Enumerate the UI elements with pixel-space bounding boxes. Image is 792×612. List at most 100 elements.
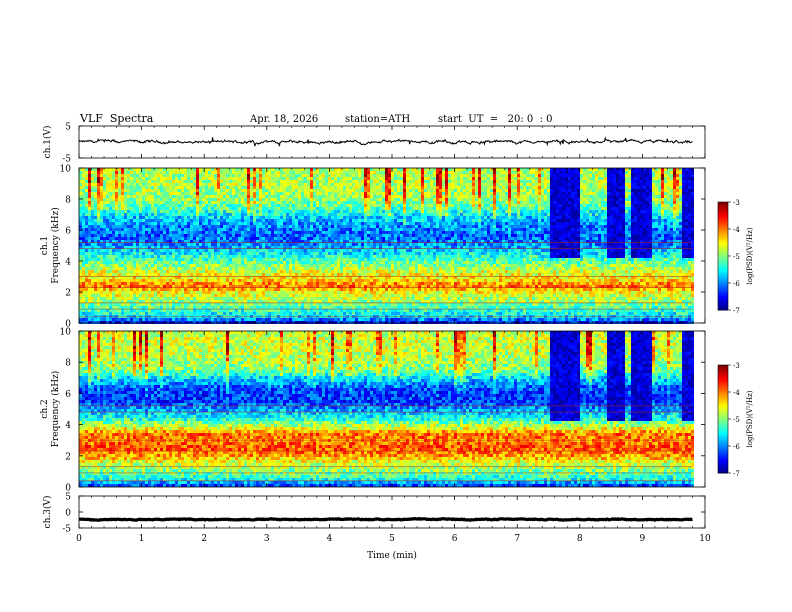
psd-cell bbox=[169, 297, 172, 300]
psd-cell bbox=[346, 240, 349, 243]
psd-cell bbox=[307, 219, 310, 222]
psd-cell bbox=[358, 264, 361, 267]
psd-cell bbox=[136, 183, 139, 186]
psd-cell bbox=[187, 186, 190, 189]
psd-cell bbox=[115, 231, 118, 234]
psd-cell bbox=[355, 246, 358, 249]
psd-cell bbox=[286, 198, 289, 201]
psd-cell bbox=[328, 237, 331, 240]
psd-cell bbox=[343, 279, 346, 282]
psd-cell bbox=[349, 168, 352, 171]
psd-cell bbox=[268, 192, 271, 195]
psd-cell bbox=[241, 297, 244, 300]
psd-cell bbox=[190, 291, 193, 294]
psd-cell bbox=[103, 273, 106, 276]
psd-cell bbox=[352, 195, 355, 198]
psd-cell bbox=[352, 207, 355, 210]
psd-cell bbox=[208, 201, 211, 204]
psd-cell bbox=[235, 297, 238, 300]
psd-cell bbox=[313, 264, 316, 267]
psd-cell bbox=[196, 183, 199, 186]
psd-cell bbox=[163, 258, 166, 261]
psd-cell bbox=[199, 264, 202, 267]
psd-cell bbox=[85, 252, 88, 255]
psd-cell bbox=[256, 189, 259, 192]
psd-cell bbox=[151, 168, 154, 171]
psd-cell bbox=[292, 222, 295, 225]
psd-cell bbox=[292, 219, 295, 222]
psd-cell bbox=[229, 285, 232, 288]
psd-cell bbox=[295, 174, 298, 177]
psd-cell bbox=[157, 204, 160, 207]
psd-cell bbox=[229, 213, 232, 216]
psd-cell bbox=[220, 240, 223, 243]
psd-cell bbox=[250, 243, 253, 246]
psd-cell bbox=[304, 243, 307, 246]
psd-cell bbox=[331, 294, 334, 297]
psd-cell bbox=[115, 183, 118, 186]
psd-cell bbox=[211, 225, 214, 228]
psd-cell bbox=[124, 222, 127, 225]
psd-cell bbox=[133, 264, 136, 267]
psd-cell bbox=[325, 228, 328, 231]
psd-cell bbox=[349, 267, 352, 270]
psd-cell bbox=[136, 279, 139, 282]
psd-cell bbox=[247, 249, 250, 252]
psd-cell bbox=[178, 177, 181, 180]
psd-cell bbox=[169, 255, 172, 258]
psd-cell bbox=[187, 255, 190, 258]
psd-cell bbox=[310, 273, 313, 276]
psd-cell bbox=[190, 198, 193, 201]
psd-cell bbox=[154, 225, 157, 228]
psd-cell bbox=[109, 300, 112, 303]
psd-cell bbox=[331, 255, 334, 258]
psd-cell bbox=[169, 228, 172, 231]
psd-cell bbox=[154, 219, 157, 222]
psd-cell bbox=[358, 198, 361, 201]
psd-cell bbox=[97, 276, 100, 279]
psd-cell bbox=[253, 240, 256, 243]
psd-cell bbox=[97, 249, 100, 252]
psd-cell bbox=[211, 237, 214, 240]
psd-cell bbox=[298, 207, 301, 210]
psd-cell bbox=[79, 171, 82, 174]
psd-cell bbox=[337, 279, 340, 282]
psd-cell bbox=[289, 303, 292, 306]
psd-cell bbox=[196, 264, 199, 267]
psd-cell bbox=[268, 288, 271, 291]
psd-cell bbox=[262, 225, 265, 228]
psd-cell bbox=[343, 309, 346, 312]
psd-cell bbox=[130, 201, 133, 204]
psd-cell bbox=[121, 231, 124, 234]
psd-cell bbox=[97, 312, 100, 315]
psd-cell bbox=[223, 228, 226, 231]
psd-cell bbox=[175, 198, 178, 201]
psd-cell bbox=[244, 303, 247, 306]
psd-cell bbox=[307, 240, 310, 243]
psd-cell bbox=[310, 237, 313, 240]
psd-cell bbox=[127, 204, 130, 207]
psd-cell bbox=[163, 213, 166, 216]
psd-cell bbox=[232, 204, 235, 207]
psd-cell bbox=[265, 300, 268, 303]
psd-cell bbox=[121, 186, 124, 189]
psd-cell bbox=[220, 237, 223, 240]
psd-cell bbox=[97, 204, 100, 207]
psd-cell bbox=[334, 222, 337, 225]
psd-cell bbox=[181, 177, 184, 180]
psd-cell bbox=[103, 192, 106, 195]
psd-cell bbox=[109, 240, 112, 243]
psd-cell bbox=[106, 222, 109, 225]
psd-cell bbox=[232, 237, 235, 240]
psd-cell bbox=[142, 186, 145, 189]
psd-cell bbox=[343, 276, 346, 279]
psd-cell bbox=[145, 276, 148, 279]
psd-cell bbox=[337, 312, 340, 315]
psd-cell bbox=[100, 213, 103, 216]
psd-cell bbox=[193, 303, 196, 306]
psd-cell bbox=[121, 273, 124, 276]
psd-cell bbox=[94, 219, 97, 222]
psd-cell bbox=[181, 264, 184, 267]
psd-cell bbox=[121, 192, 124, 195]
psd-cell bbox=[178, 288, 181, 291]
